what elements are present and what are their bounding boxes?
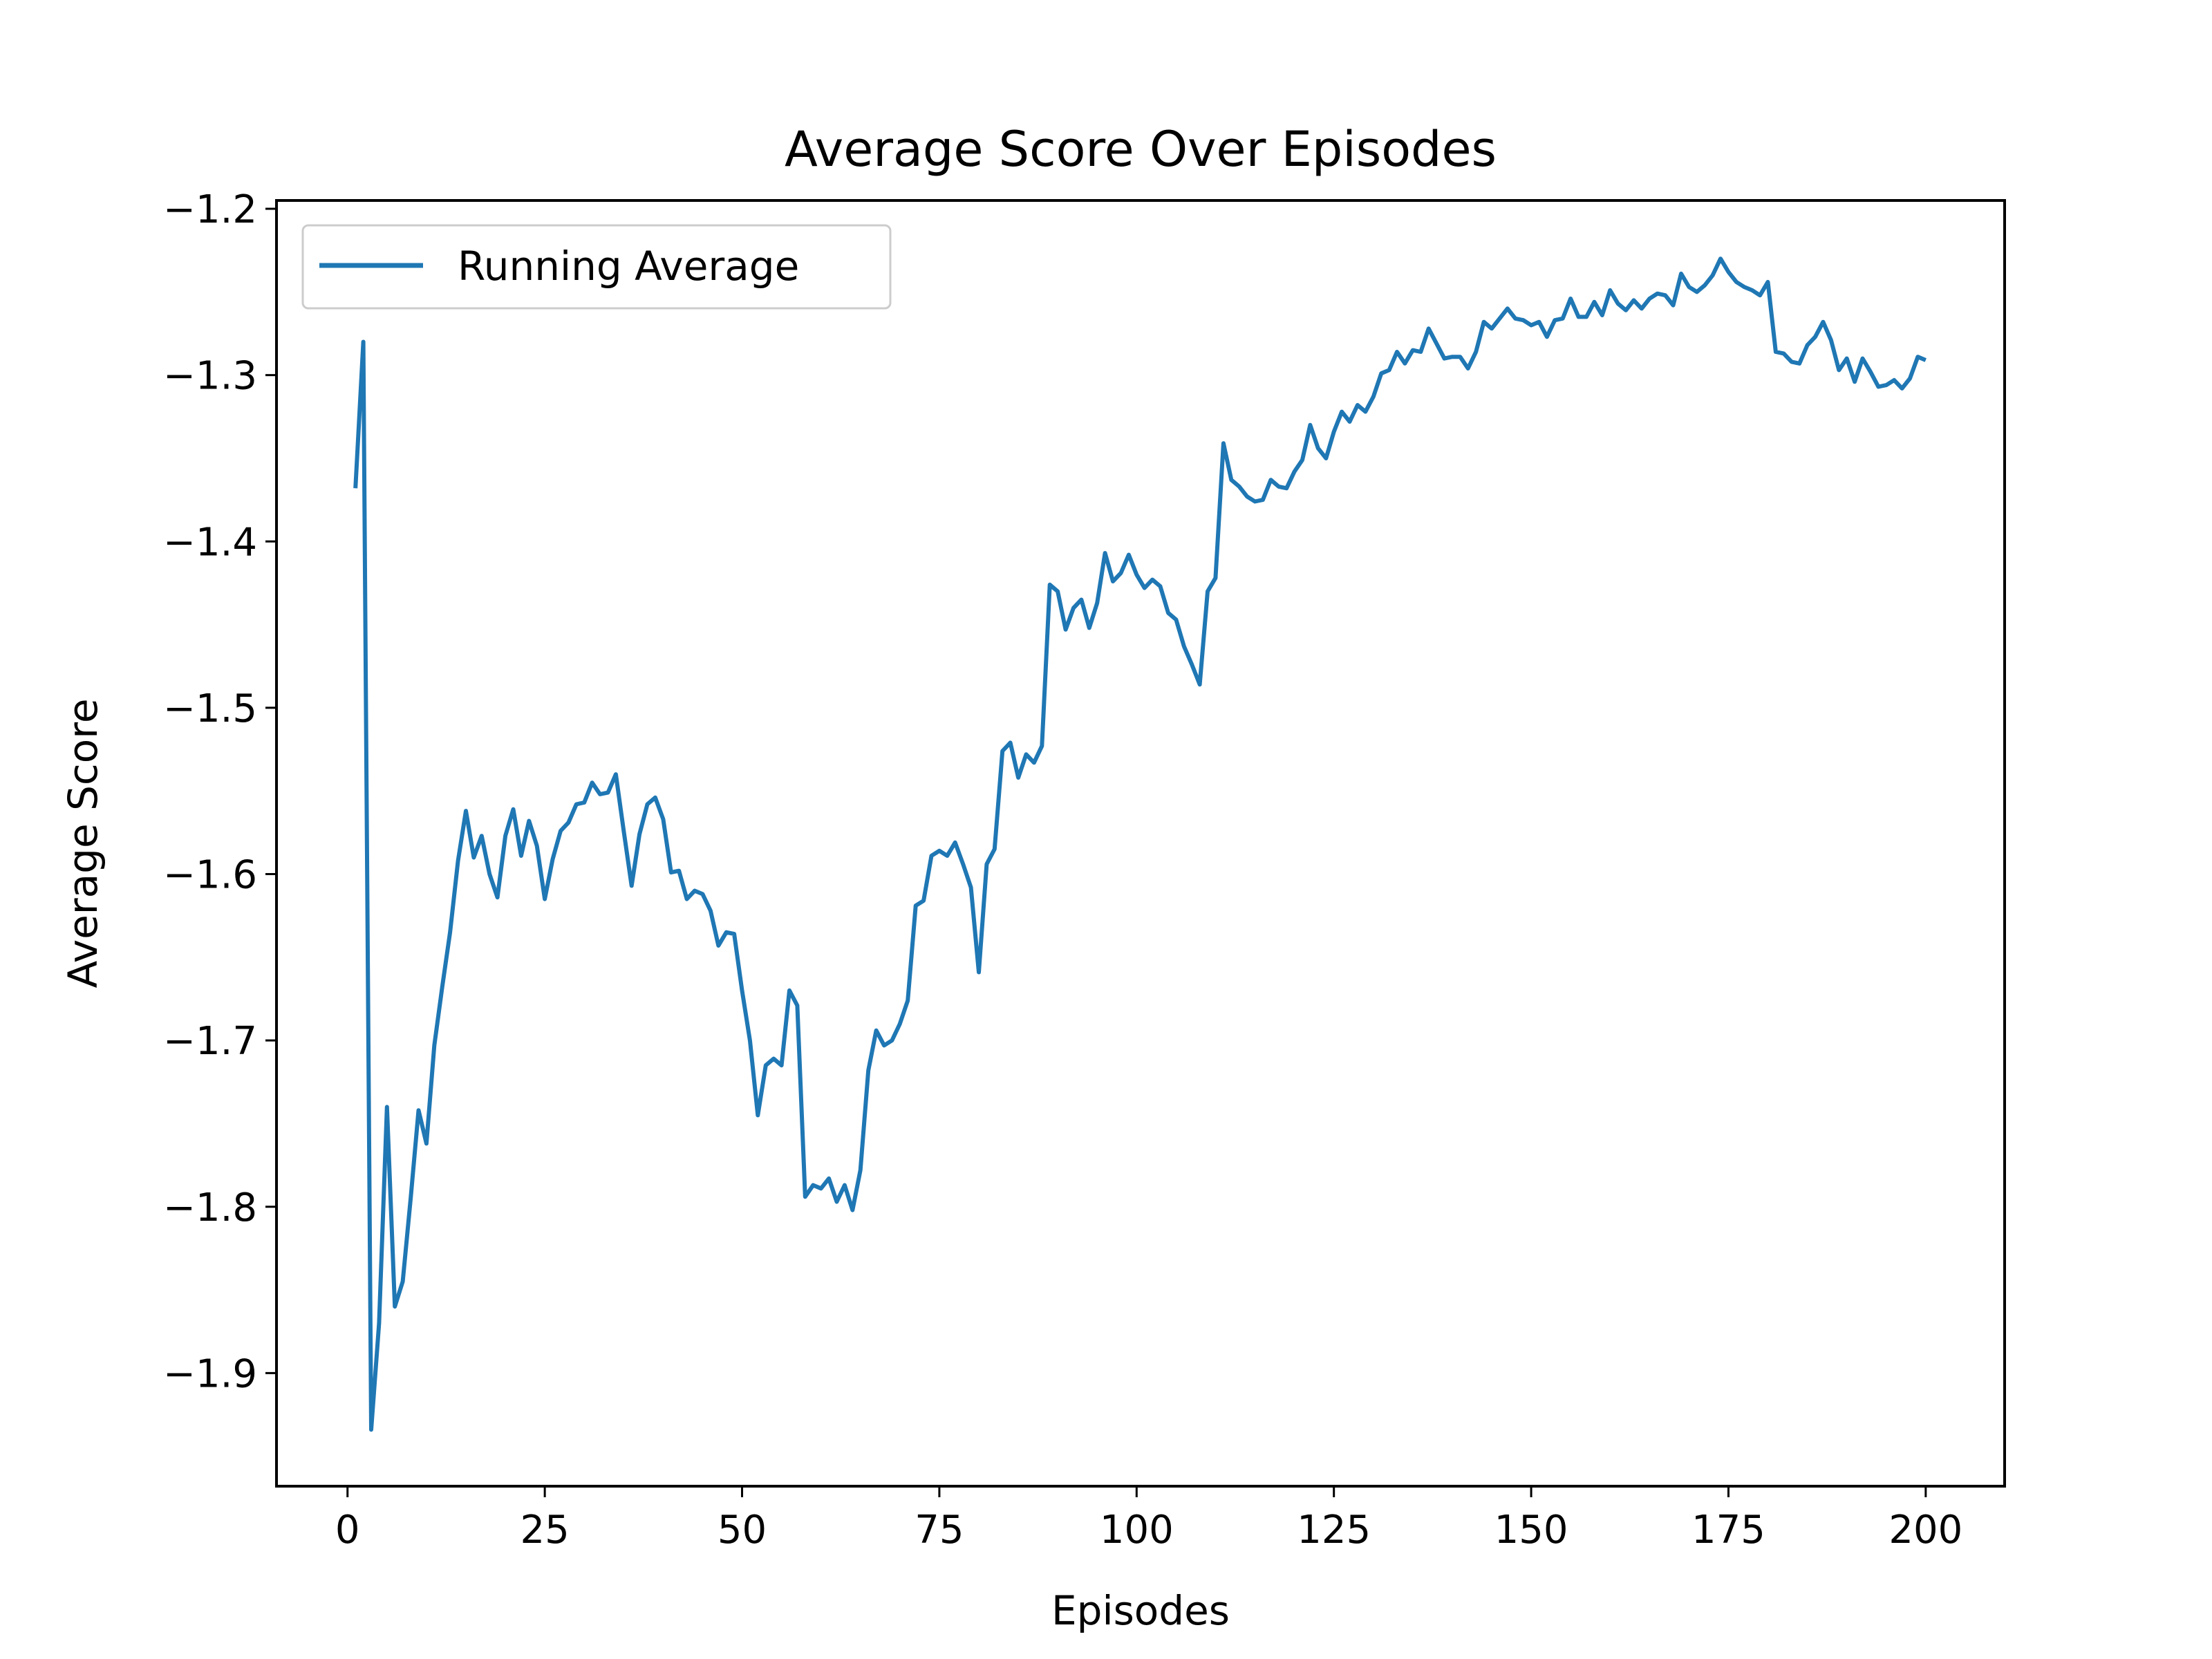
y-tick-label: −1.4 — [163, 520, 257, 565]
y-tick-label: −1.3 — [163, 354, 257, 399]
x-tick-label: 125 — [1297, 1508, 1371, 1553]
x-axis-label: Episodes — [1051, 1587, 1230, 1634]
y-axis-ticks: −1.9 −1.8 −1.7 −1.6 −1.5 −1.4 −1.3 −1.2 — [163, 187, 276, 1396]
x-tick-label: 50 — [718, 1508, 767, 1553]
x-tick-label: 150 — [1494, 1508, 1568, 1553]
series-group — [353, 256, 1927, 1432]
y-tick-label: −1.6 — [163, 853, 257, 898]
y-tick-label: −1.7 — [163, 1019, 257, 1064]
chart-title: Average Score Over Episodes — [785, 121, 1497, 178]
x-axis-ticks: 0 25 50 75 100 125 150 175 200 — [335, 1486, 1962, 1553]
x-tick-label: 75 — [915, 1508, 964, 1553]
y-tick-label: −1.5 — [163, 686, 257, 731]
y-tick-label: −1.2 — [163, 187, 257, 232]
y-tick-label: −1.9 — [163, 1351, 257, 1396]
x-tick-label: 200 — [1888, 1508, 1962, 1553]
legend-label: Running Average — [458, 243, 799, 290]
plot-area-frame — [275, 199, 2006, 1488]
legend-box — [301, 224, 892, 310]
x-tick-label: 175 — [1691, 1508, 1765, 1553]
legend: Running Average — [301, 224, 892, 310]
x-tick-label: 25 — [520, 1508, 569, 1553]
x-tick-label: 0 — [335, 1508, 360, 1553]
series-line-0 — [353, 256, 1927, 1432]
x-tick-label: 100 — [1100, 1508, 1174, 1553]
y-tick-label: −1.8 — [163, 1185, 257, 1230]
y-axis-label: Average Score — [59, 698, 106, 988]
